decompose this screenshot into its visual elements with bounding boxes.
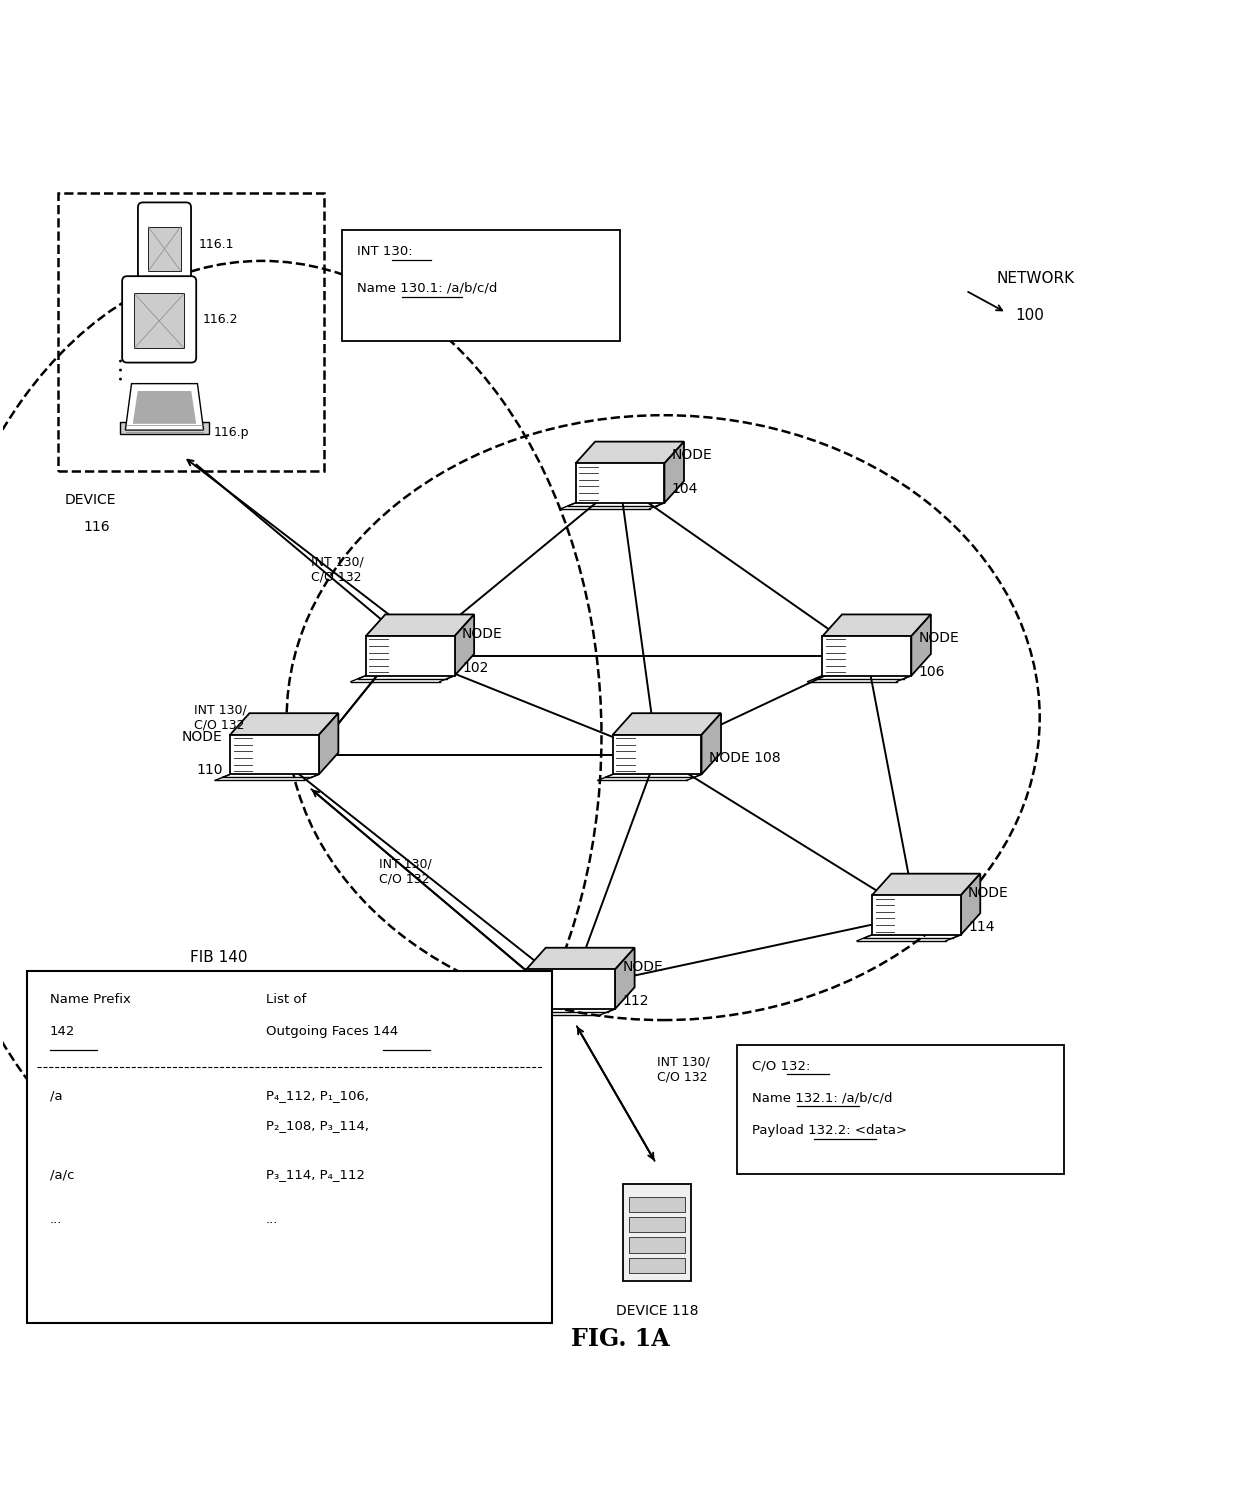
Text: FIG. 1A: FIG. 1A <box>570 1326 670 1350</box>
Text: 116.1: 116.1 <box>200 238 234 251</box>
Polygon shape <box>961 874 981 936</box>
Text: NODE 108: NODE 108 <box>709 751 780 765</box>
Polygon shape <box>319 713 339 774</box>
Text: 142: 142 <box>50 1025 76 1037</box>
Text: P₄_112, P₁_106,: P₄_112, P₁_106, <box>265 1090 368 1102</box>
Polygon shape <box>125 383 203 430</box>
Text: 110: 110 <box>196 763 222 777</box>
Bar <box>134 293 185 349</box>
Text: • • •: • • • <box>117 358 126 382</box>
Text: NETWORK: NETWORK <box>997 271 1075 286</box>
Text: /a/c: /a/c <box>50 1168 74 1181</box>
Text: ...: ... <box>265 1213 278 1226</box>
Text: P₂_108, P₃_114,: P₂_108, P₃_114, <box>265 1118 368 1132</box>
Polygon shape <box>575 442 684 464</box>
Polygon shape <box>575 464 665 503</box>
Bar <box>629 1238 684 1253</box>
Polygon shape <box>366 636 455 675</box>
Bar <box>629 1196 684 1213</box>
Text: List of: List of <box>265 993 306 1006</box>
Text: 116.p: 116.p <box>213 425 249 439</box>
Text: P₃_114, P₄_112: P₃_114, P₄_112 <box>265 1168 365 1181</box>
Text: 114: 114 <box>968 921 994 934</box>
Text: NODE: NODE <box>182 729 222 744</box>
Text: Payload 132.2: <data>: Payload 132.2: <data> <box>753 1124 908 1136</box>
Text: 104: 104 <box>672 482 698 496</box>
Polygon shape <box>526 948 635 970</box>
Text: DEVICE 118: DEVICE 118 <box>616 1304 698 1317</box>
Text: Outgoing Faces 144: Outgoing Faces 144 <box>265 1025 398 1037</box>
Polygon shape <box>613 713 720 735</box>
FancyBboxPatch shape <box>27 970 552 1322</box>
Polygon shape <box>526 970 615 1009</box>
Polygon shape <box>229 735 319 774</box>
Polygon shape <box>822 614 931 636</box>
Text: DEVICE: DEVICE <box>64 493 117 507</box>
Text: NODE: NODE <box>672 448 713 463</box>
Bar <box>629 1217 684 1232</box>
Text: NODE: NODE <box>919 630 960 645</box>
Text: NODE: NODE <box>968 886 1009 900</box>
Text: 106: 106 <box>919 665 945 678</box>
Polygon shape <box>229 713 339 735</box>
Text: /a: /a <box>50 1090 62 1102</box>
Bar <box>622 1184 691 1280</box>
Text: 116.2: 116.2 <box>202 313 238 326</box>
Bar <box>120 422 208 434</box>
Text: 100: 100 <box>1016 307 1044 323</box>
Text: Name Prefix: Name Prefix <box>50 993 130 1006</box>
Text: FIB 140: FIB 140 <box>190 949 248 964</box>
Text: Name 132.1: /a/b/c/d: Name 132.1: /a/b/c/d <box>753 1091 893 1105</box>
Text: NODE: NODE <box>463 627 502 641</box>
Bar <box>629 1257 684 1272</box>
Polygon shape <box>613 735 702 774</box>
Polygon shape <box>911 614 931 675</box>
Text: NODE: NODE <box>622 961 663 975</box>
Text: ...: ... <box>50 1213 62 1226</box>
Text: 102: 102 <box>463 660 489 675</box>
Polygon shape <box>822 636 911 675</box>
Polygon shape <box>665 442 684 503</box>
Polygon shape <box>872 874 981 895</box>
FancyBboxPatch shape <box>138 202 191 286</box>
Polygon shape <box>455 614 474 675</box>
Text: 112: 112 <box>622 994 649 1007</box>
Text: INT 130/
C/O 132: INT 130/ C/O 132 <box>379 858 432 886</box>
FancyBboxPatch shape <box>123 275 196 362</box>
Polygon shape <box>366 614 474 636</box>
Text: INT 130/
C/O 132: INT 130/ C/O 132 <box>657 1055 709 1084</box>
Bar <box>149 226 181 271</box>
Polygon shape <box>702 713 720 774</box>
Polygon shape <box>872 895 961 936</box>
Polygon shape <box>133 391 196 424</box>
Text: INT 130/
C/O 132: INT 130/ C/O 132 <box>311 555 365 584</box>
Text: INT 130/
C/O 132: INT 130/ C/O 132 <box>195 704 247 732</box>
Polygon shape <box>615 948 635 1009</box>
Text: Name 130.1: /a/b/c/d: Name 130.1: /a/b/c/d <box>357 281 497 295</box>
Text: C/O 132:: C/O 132: <box>753 1060 811 1072</box>
Text: 116: 116 <box>83 519 109 534</box>
FancyBboxPatch shape <box>342 231 620 341</box>
Text: INT 130:: INT 130: <box>357 246 413 257</box>
FancyBboxPatch shape <box>738 1045 1064 1174</box>
